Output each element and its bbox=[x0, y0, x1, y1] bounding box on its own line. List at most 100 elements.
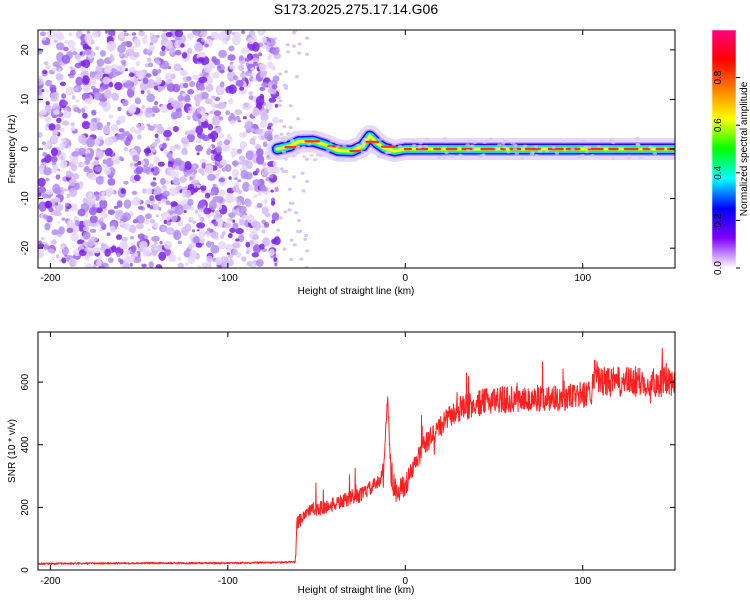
noise-speckle bbox=[272, 49, 279, 55]
noise-speckle bbox=[116, 200, 123, 208]
noise-speckle bbox=[207, 173, 216, 181]
noise-speckle bbox=[208, 145, 213, 150]
noise-speckle bbox=[133, 174, 141, 182]
colorbar-frame bbox=[711, 29, 737, 269]
noise-speckle bbox=[53, 109, 60, 116]
noise-speckle bbox=[142, 158, 150, 168]
noise-speckle bbox=[282, 125, 287, 129]
noise-speckle bbox=[219, 116, 224, 121]
noise-speckle bbox=[82, 112, 88, 119]
noise-speckle bbox=[198, 208, 203, 212]
noise-speckle bbox=[201, 262, 207, 268]
noise-speckle bbox=[210, 31, 217, 39]
noise-speckle bbox=[191, 229, 196, 233]
noise-speckle bbox=[61, 137, 66, 143]
noise-speckle bbox=[129, 163, 133, 166]
noise-speckle bbox=[148, 62, 154, 68]
noise-speckle bbox=[50, 134, 59, 144]
tone-halo-speckle bbox=[423, 144, 428, 148]
noise-speckle bbox=[233, 75, 238, 81]
noise-speckle bbox=[123, 32, 129, 36]
noise-speckle bbox=[54, 210, 62, 217]
noise-speckle bbox=[252, 244, 262, 254]
noise-speckle bbox=[42, 152, 48, 157]
noise-speckle bbox=[287, 208, 292, 212]
noise-speckle bbox=[57, 33, 65, 41]
snr-y-tick-label: 400 bbox=[20, 436, 31, 453]
noise-speckle bbox=[154, 100, 159, 106]
noise-speckle bbox=[265, 101, 273, 111]
noise-speckle bbox=[81, 107, 86, 114]
noise-speckle bbox=[101, 191, 106, 197]
noise-speckle bbox=[86, 30, 91, 34]
noise-speckle bbox=[138, 113, 142, 117]
noise-speckle bbox=[166, 83, 176, 92]
noise-speckle bbox=[101, 242, 105, 248]
noise-speckle bbox=[235, 228, 244, 235]
noise-speckle bbox=[161, 226, 166, 232]
noise-speckle bbox=[211, 115, 221, 127]
noise-speckle bbox=[132, 154, 140, 162]
noise-speckle bbox=[108, 257, 114, 263]
noise-speckle bbox=[100, 212, 108, 219]
noise-speckle bbox=[133, 51, 140, 58]
noise-speckle bbox=[158, 207, 162, 211]
tone-halo-speckle bbox=[301, 145, 306, 149]
noise-speckle bbox=[304, 233, 308, 238]
noise-speckle bbox=[294, 75, 299, 79]
noise-speckle bbox=[183, 249, 192, 258]
tone-halo-speckle bbox=[533, 145, 539, 149]
noise-speckle bbox=[197, 184, 202, 188]
noise-speckle bbox=[104, 30, 108, 34]
noise-speckle bbox=[44, 200, 53, 209]
noise-speckle bbox=[98, 199, 108, 209]
noise-speckle bbox=[61, 217, 66, 221]
noise-speckle bbox=[177, 94, 184, 102]
noise-speckle bbox=[190, 216, 194, 221]
noise-speckle bbox=[67, 73, 71, 77]
noise-speckle bbox=[206, 240, 212, 248]
noise-speckle bbox=[274, 103, 279, 108]
noise-speckle bbox=[182, 199, 187, 203]
noise-speckle bbox=[284, 70, 289, 74]
tone-halo-speckle bbox=[513, 143, 518, 147]
noise-speckle bbox=[243, 102, 249, 108]
noise-speckle bbox=[84, 160, 90, 165]
noise-speckle bbox=[119, 31, 125, 39]
noise-speckle bbox=[273, 257, 278, 262]
noise-speckle bbox=[228, 176, 232, 180]
noise-speckle bbox=[268, 97, 277, 103]
noise-speckle bbox=[186, 76, 192, 82]
noise-speckle bbox=[70, 122, 75, 127]
noise-speckle bbox=[276, 228, 281, 232]
tone-halo-speckle bbox=[411, 140, 416, 144]
spectrogram-y-tick-label: 0 bbox=[20, 146, 31, 152]
noise-speckle bbox=[84, 263, 93, 268]
noise-speckle bbox=[225, 110, 230, 116]
tone-halo-speckle bbox=[306, 147, 311, 151]
noise-speckle bbox=[129, 224, 137, 234]
tone-halo-speckle bbox=[626, 157, 632, 161]
noise-speckle bbox=[151, 105, 159, 113]
noise-speckle bbox=[102, 76, 111, 85]
noise-speckle bbox=[288, 201, 293, 205]
noise-speckle bbox=[210, 241, 215, 246]
noise-speckle bbox=[200, 185, 207, 191]
tone-halo-speckle bbox=[444, 140, 449, 144]
noise-speckle bbox=[123, 199, 132, 209]
noise-speckle bbox=[205, 98, 213, 105]
noise-speckle bbox=[202, 30, 207, 33]
noise-speckle bbox=[179, 176, 187, 184]
tone-halo-speckle bbox=[295, 151, 300, 155]
noise-speckle bbox=[89, 71, 96, 78]
tone-halo-speckle bbox=[488, 137, 494, 141]
noise-speckle bbox=[91, 109, 97, 116]
noise-speckle bbox=[147, 228, 151, 231]
noise-speckle bbox=[93, 247, 101, 254]
noise-speckle bbox=[219, 159, 227, 166]
noise-speckle bbox=[242, 181, 251, 192]
noise-speckle bbox=[148, 152, 153, 156]
noise-speckle bbox=[154, 137, 161, 144]
